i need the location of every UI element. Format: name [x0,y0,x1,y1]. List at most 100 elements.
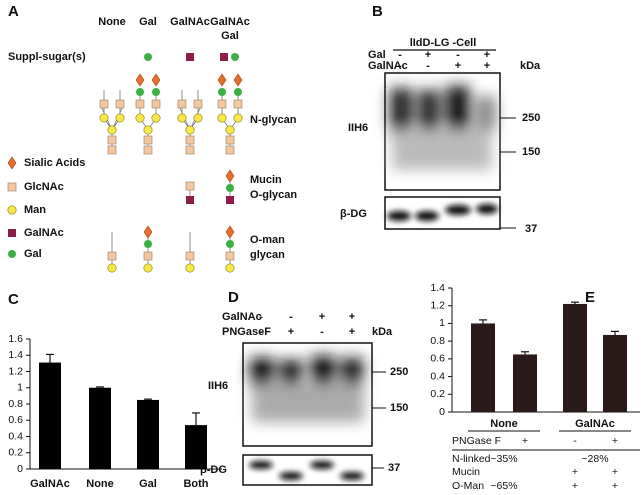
glcnac [225,251,235,261]
condition-sign: - [426,60,430,72]
row-label: glycan [250,249,285,261]
y-tick-label: 1 [17,382,23,394]
condition-sign: + [484,60,490,72]
marker-label: 150 [522,146,540,158]
column-header: GalNAc [210,16,250,28]
table-row-label: PNGase F [452,435,501,447]
galactose [218,88,226,96]
legend-label: Gal [24,248,42,260]
galnac [8,229,16,237]
column-header: Gal [221,30,239,42]
table-cell: ~65% [490,480,517,492]
galnac [226,196,234,204]
glcnac [135,99,145,109]
galactose [226,184,234,192]
table-cell: + [612,435,618,447]
condition-sign: + [425,49,431,61]
y-tick-label: 0.4 [8,430,23,442]
group-label: None [490,418,518,430]
glcnac [225,135,235,145]
glcnac [107,145,117,155]
galactose [136,88,144,96]
mannose [151,113,161,123]
condition-sign: + [349,311,355,323]
glcnac [107,251,117,261]
band [341,358,363,388]
band [476,204,498,214]
sialic-acid [135,73,145,87]
marker-label: 250 [522,112,540,124]
panel-letter: D [228,289,239,306]
kda-label: kDa [372,326,393,338]
bar [39,362,61,469]
condition-sign: - [398,60,402,72]
glcnac [225,145,235,155]
condition-sign: + [484,49,490,61]
table-cell: ~35% [490,453,517,465]
glcnac [143,145,153,155]
mannose [185,125,195,135]
mannose [233,113,243,123]
table-row-label: O-Man [452,480,484,492]
blot-frame [242,454,373,486]
bar [563,303,587,412]
glcnac [115,99,125,109]
blot-bands [250,356,364,422]
mannose [99,113,109,123]
y-tick-label: 1.4 [430,282,445,294]
column-header: None [98,16,126,28]
table-cell: + [522,435,528,447]
condition-sign: + [455,60,461,72]
table-cell: + [612,466,618,478]
kda-label: kDa [520,60,541,72]
panel-letter: C [8,291,19,308]
y-tick-label: 0.8 [8,398,23,410]
smear [252,384,364,422]
y-tick-label: 0.6 [430,353,445,365]
glcnac [185,135,195,145]
bar [137,399,159,469]
panel-letter: E [585,289,595,306]
row-label: PNGaseF [222,326,271,338]
glcnac [185,145,195,155]
table-cell: ~28% [581,453,608,465]
glcnac [143,251,153,261]
table-cell: - [481,435,485,447]
mannose [135,113,145,123]
table-row-label: N-linked [452,453,491,465]
bar [603,334,627,412]
mannose [193,113,203,123]
y-tick-label: 0.4 [430,370,445,382]
band [390,88,412,138]
band [446,86,470,138]
glcnac [7,182,17,192]
condition-sign: - [289,311,293,323]
galactose [144,53,152,61]
sialic-acid [217,73,227,87]
blot-label: β-DG [340,208,367,220]
bar [89,387,111,469]
band [415,211,439,221]
mannose [7,205,17,215]
row-label: O-man [250,234,285,246]
marker-label: 250 [390,366,408,378]
condition-sign: - [398,49,402,61]
condition-sign: - [259,311,263,323]
condition-sign: - [259,326,263,338]
x-tick-label: Both [183,478,208,490]
glcnac [99,99,109,109]
condition-sign: + [288,326,294,338]
band [249,461,273,469]
panel-letter: A [8,3,19,20]
table-cell: + [572,480,578,492]
y-tick-label: 0.2 [430,388,445,400]
sialic-acid [225,225,235,239]
sialic-acid [7,156,17,170]
glycan-diagrams [7,53,243,273]
group-label: GalNAc [575,418,615,430]
y-tick-label: 1.6 [8,333,23,345]
band [310,461,334,469]
mannose [143,125,153,135]
blot-bands [249,461,364,480]
row-label: GalNAc [222,311,262,323]
